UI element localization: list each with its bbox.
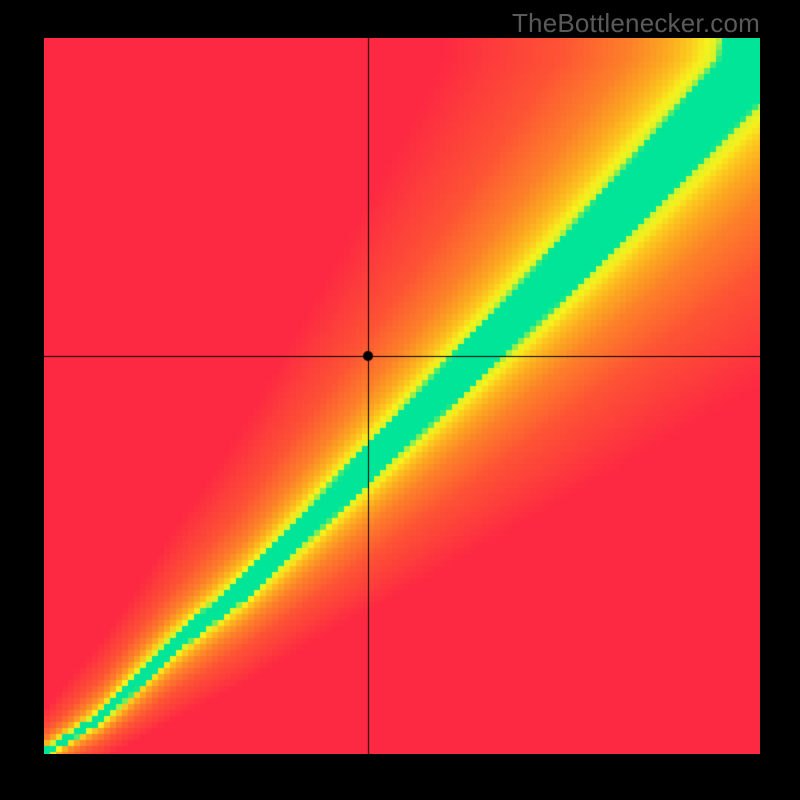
- chart-root: TheBottlenecker.com: [0, 0, 800, 800]
- heatmap-canvas: [44, 38, 760, 754]
- watermark-text: TheBottlenecker.com: [512, 8, 760, 39]
